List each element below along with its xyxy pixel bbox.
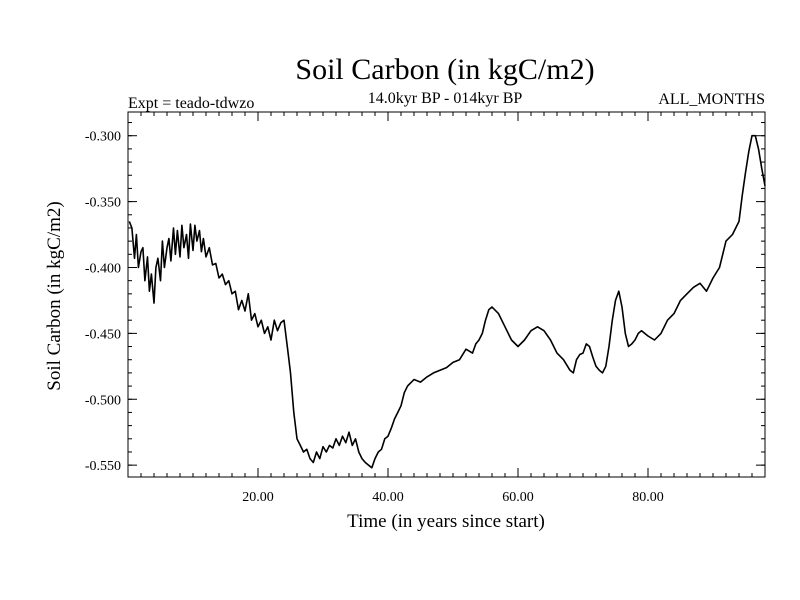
experiment-label: Expt = teado-tdwzo	[128, 95, 254, 112]
series-line-soil-carbon	[128, 134, 766, 469]
y-tick-label: -0.450	[85, 327, 121, 342]
plot-frame	[127, 111, 766, 478]
months-label: ALL_MONTHS	[658, 91, 765, 108]
y-tick-label: -0.500	[85, 393, 121, 408]
y-tick-label: -0.400	[85, 261, 121, 276]
x-tick-label: 20.00	[242, 490, 274, 505]
x-axis-label: Time (in years since start)	[347, 511, 545, 532]
chart-title: Soil Carbon (in kgC/m2)	[295, 53, 594, 86]
y-axis-label: Soil Carbon (in kgC/m2)	[44, 201, 65, 390]
x-tick-label: 80.00	[632, 490, 664, 505]
y-tick-label: -0.550	[85, 459, 121, 474]
x-tick-label: 40.00	[372, 490, 404, 505]
y-axis-ticks: -0.300 -0.350 -0.400 -0.450 -0.500 -0.550	[85, 130, 765, 474]
x-axis-ticks: 20.00 40.00 60.00 80.00	[242, 112, 664, 505]
y-tick-label: -0.300	[85, 130, 121, 145]
period-label: 14.0kyr BP - 014kyr BP	[368, 90, 523, 107]
minor-ticks	[128, 112, 765, 477]
y-tick-label: -0.350	[85, 196, 121, 211]
x-tick-label: 60.00	[502, 490, 534, 505]
